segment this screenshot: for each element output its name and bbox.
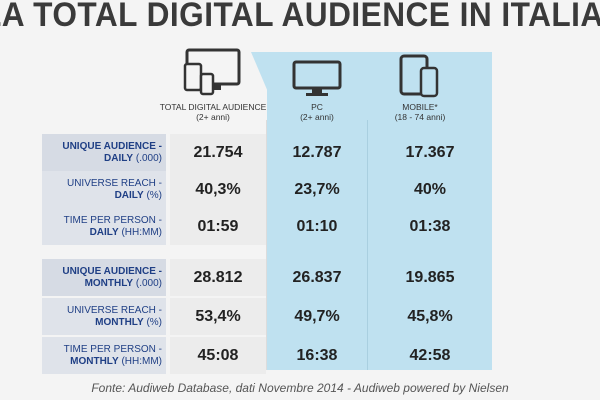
table-row: UNIVERSE REACH - MONTHLY (%) 53,4% 49,7%… <box>0 298 600 335</box>
column-header-mobile: MOBILE* (18 - 74 anni) <box>355 48 485 122</box>
value-total: 45:08 <box>170 337 266 374</box>
column-header-label: TOTAL DIGITAL AUDIENCE <box>159 102 267 112</box>
column-header-pc: PC (2+ anni) <box>252 48 382 122</box>
value-mobile: 42:58 <box>409 346 451 364</box>
table-row: UNIQUE AUDIENCE - DAILY (.000) 21.754 12… <box>0 134 600 171</box>
row-label: UNIVERSE REACH - MONTHLY (%) <box>42 298 166 335</box>
value-total: 28.812 <box>170 259 266 296</box>
table-row: UNIQUE AUDIENCE - MONTHLY (.000) 28.812 … <box>0 259 600 296</box>
row-label: UNIQUE AUDIENCE - MONTHLY (.000) <box>42 259 166 296</box>
panel-notch <box>251 52 268 92</box>
value-mobile: 45,8% <box>407 307 453 325</box>
tablet-phone-icon <box>399 54 439 98</box>
devices-icon <box>183 48 241 96</box>
column-header-label: MOBILE* <box>402 102 438 112</box>
column-header-sub: (18 - 74 anni) <box>394 112 446 122</box>
value-mobile: 40% <box>413 180 447 198</box>
value-pc: 16:38 <box>296 346 338 364</box>
value-pc: 49,7% <box>294 307 340 325</box>
value-total: 40,3% <box>170 171 266 208</box>
column-header-sub: (2+ anni) <box>196 112 230 122</box>
column-divider <box>367 120 368 370</box>
value-pc: 12.787 <box>292 143 342 161</box>
value-pc: 26.837 <box>292 268 342 286</box>
column-divider <box>266 120 267 370</box>
page-title: LA TOTAL DIGITAL AUDIENCE IN ITALIA <box>0 0 600 34</box>
table-row: TIME PER PERSON - DAILY (HH:MM) 01:59 01… <box>0 208 600 245</box>
value-mobile: 01:38 <box>409 217 451 235</box>
row-label: TIME PER PERSON - DAILY (HH:MM) <box>42 208 166 245</box>
row-label: UNIVERSE REACH - DAILY (%) <box>42 171 166 208</box>
value-total: 01:59 <box>170 208 266 245</box>
source-footnote: Fonte: Audiweb Database, dati Novembre 2… <box>91 381 509 395</box>
value-pc: 23,7% <box>294 180 340 198</box>
table-row: UNIVERSE REACH - DAILY (%) 40,3% 23,7% 4… <box>0 171 600 208</box>
monitor-icon <box>292 60 342 96</box>
highlight-panel <box>267 52 492 370</box>
row-label: UNIQUE AUDIENCE - DAILY (.000) <box>42 134 166 171</box>
value-mobile: 19.865 <box>405 268 455 286</box>
value-pc: 01:10 <box>296 217 338 235</box>
column-header-sub: (2+ anni) <box>300 112 334 122</box>
value-total: 53,4% <box>170 298 266 335</box>
column-header-label: PC <box>311 102 323 112</box>
value-total: 21.754 <box>170 134 266 171</box>
row-label: TIME PER PERSON - MONTHLY (HH:MM) <box>42 337 166 374</box>
table-row: TIME PER PERSON - MONTHLY (HH:MM) 45:08 … <box>0 337 600 374</box>
value-mobile: 17.367 <box>405 143 455 161</box>
column-header-total: TOTAL DIGITAL AUDIENCE (2+ anni) <box>148 48 278 122</box>
